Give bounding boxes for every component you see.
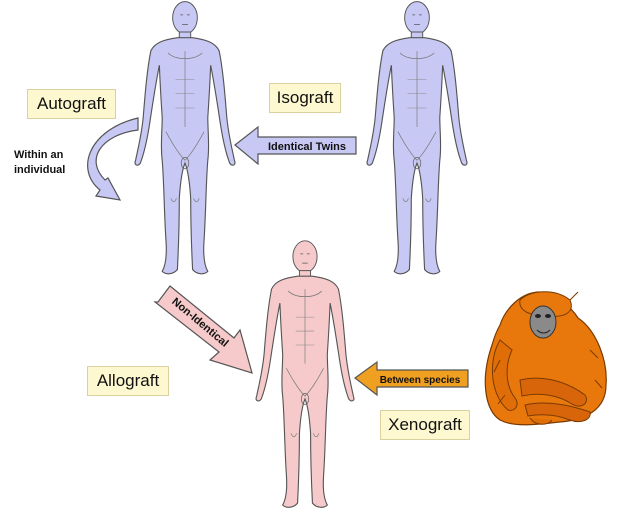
between-species-arrow: Between species <box>353 360 469 397</box>
within-individual-label: Within an individual <box>14 148 65 178</box>
identical-twins-label: Identical Twins <box>268 141 346 153</box>
autograft-human-figure <box>134 1 236 275</box>
non-identical-label: Non-Identical <box>169 296 230 350</box>
xenograft-label: Xenograft <box>380 410 470 440</box>
between-species-label: Between species <box>380 375 461 386</box>
within-individual-arrow <box>87 117 139 201</box>
within-individual-line-2: individual <box>14 164 66 176</box>
orangutan-icon <box>484 291 607 426</box>
isograft-human-figure <box>366 1 468 275</box>
allograft-label: Allograft <box>87 366 169 396</box>
non-identical-arrow: Non-Identical <box>153 285 253 374</box>
isograft-label: Isograft <box>269 83 341 113</box>
allograft-human-figure <box>255 240 355 508</box>
autograft-label: Autograft <box>27 89 116 119</box>
within-individual-line-1: Within an <box>14 149 64 161</box>
identical-twins-arrow: Identical Twins <box>234 125 357 166</box>
